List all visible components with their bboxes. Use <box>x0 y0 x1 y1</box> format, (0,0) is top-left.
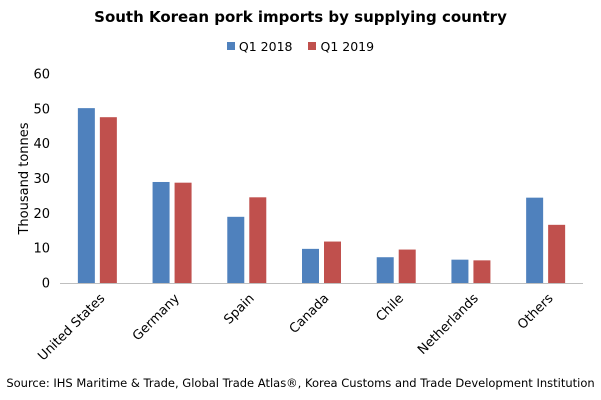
bar <box>77 108 95 284</box>
x-tick-label: United States <box>35 291 108 364</box>
legend: Q1 2018 Q1 2019 <box>0 38 601 54</box>
bar <box>548 224 566 283</box>
y-tick-label: 20 <box>33 207 50 222</box>
y-tick-label: 30 <box>33 172 50 187</box>
chart-title: South Korean pork imports by supplying c… <box>94 8 507 26</box>
x-tick-label: Spain <box>221 291 257 327</box>
y-tick-label: 10 <box>33 242 50 257</box>
x-tick-label: Others <box>515 291 557 333</box>
bar <box>398 249 416 283</box>
y-axis-label: Thousand tonnes <box>17 122 32 235</box>
source-note: Source: IHS Maritime & Trade, Global Tra… <box>6 376 595 390</box>
legend-swatch-q1-2019 <box>308 42 317 50</box>
bar <box>152 181 170 283</box>
legend-swatch-q1-2018 <box>226 42 235 50</box>
legend-item-q1-2019: Q1 2019 <box>308 39 374 54</box>
y-tick-label: 60 <box>33 68 50 83</box>
y-tick-label: 50 <box>33 102 50 117</box>
x-tick-label: Canada <box>287 291 333 337</box>
axis-labels: 0 10 20 30 40 50 60 Thousand tonnes United State… <box>17 68 557 365</box>
x-tick-label: Germany <box>130 291 183 344</box>
bar <box>473 260 491 283</box>
bar <box>227 216 245 283</box>
x-tick-label: Netherlands <box>415 291 482 358</box>
x-tick-label: Chile <box>373 291 407 325</box>
bar <box>451 259 469 283</box>
legend-item-q1-2018: Q1 2018 <box>226 38 293 54</box>
bar <box>99 117 117 284</box>
bars <box>77 108 566 284</box>
bar <box>174 182 192 283</box>
bar <box>302 248 319 283</box>
bar <box>376 257 394 283</box>
legend-label-q1-2018: Q1 2018 <box>238 38 293 54</box>
y-tick-label: 0 <box>42 277 50 292</box>
legend-label-q1-2019: Q1 2019 <box>320 38 375 54</box>
bar <box>324 241 341 283</box>
y-tick-label: 40 <box>33 137 50 152</box>
bar <box>526 197 544 283</box>
bar <box>249 197 267 283</box>
